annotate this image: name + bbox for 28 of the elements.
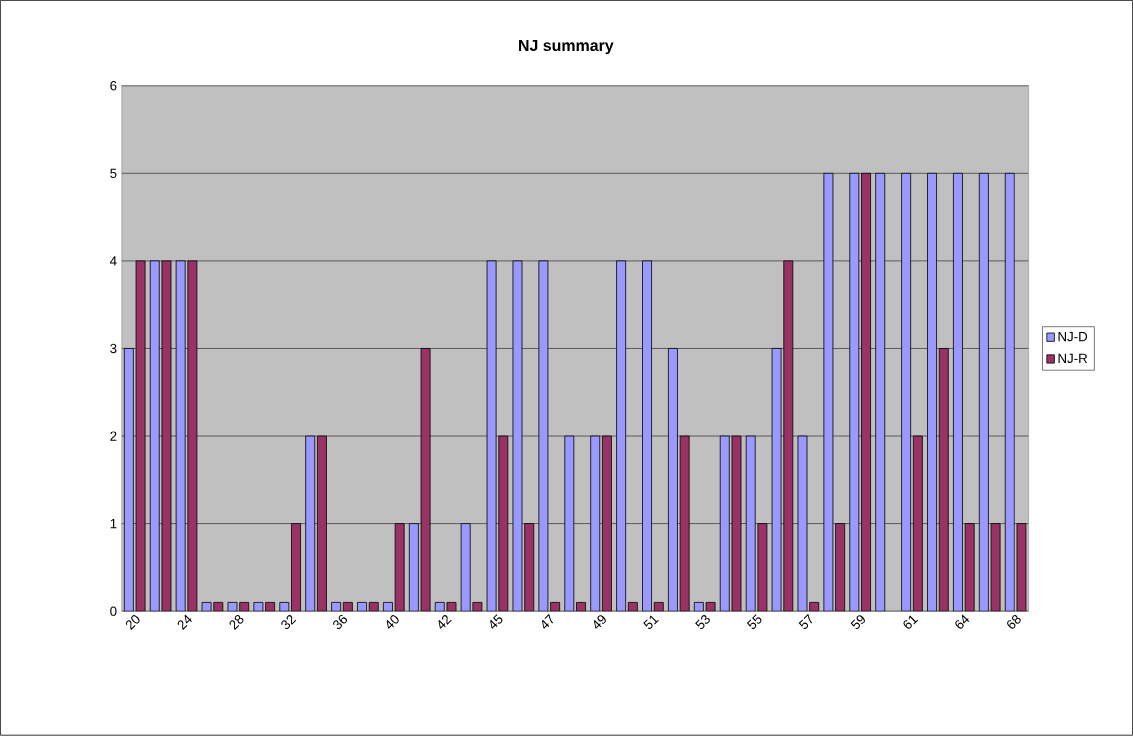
x-tick-label: 68 xyxy=(1007,615,1021,629)
x-tick-label: 64 xyxy=(955,614,970,629)
x-tick-label: 24 xyxy=(177,614,192,631)
x-tick-label: 51 xyxy=(643,615,659,630)
legend-label: NJ-D xyxy=(1058,332,1088,342)
x-tick-label: 57 xyxy=(798,614,813,630)
x-tick-label: 42 xyxy=(438,615,452,629)
y-tick-label: 2 xyxy=(110,431,117,441)
x-tick-label: 28 xyxy=(229,615,244,631)
y-tick-label: 5 xyxy=(110,168,117,179)
y-tick-label: 3 xyxy=(110,343,117,354)
x-tick-label: 20 xyxy=(125,615,140,631)
x-tick-label: 61 xyxy=(903,615,919,629)
x-tick-label: 32 xyxy=(281,615,297,630)
x-tick-label: 53 xyxy=(695,615,710,630)
chart-title: NJ summary xyxy=(519,40,614,55)
x-tick-label: 45 xyxy=(490,614,503,629)
x-tick-label: 49 xyxy=(593,615,606,629)
legend-label: NJ-R xyxy=(1058,353,1088,364)
x-tick-label: 55 xyxy=(746,614,762,630)
y-tick-label: 4 xyxy=(109,256,117,266)
x-tick-label: 40 xyxy=(386,615,399,629)
y-tick-label: 1 xyxy=(110,519,117,529)
x-tick-label: 36 xyxy=(333,615,348,630)
x-tick-label: 47 xyxy=(542,614,554,629)
y-tick-label: 6 xyxy=(110,81,117,91)
y-tick-label: 0 xyxy=(110,606,117,617)
x-tick-label: 59 xyxy=(850,615,865,630)
